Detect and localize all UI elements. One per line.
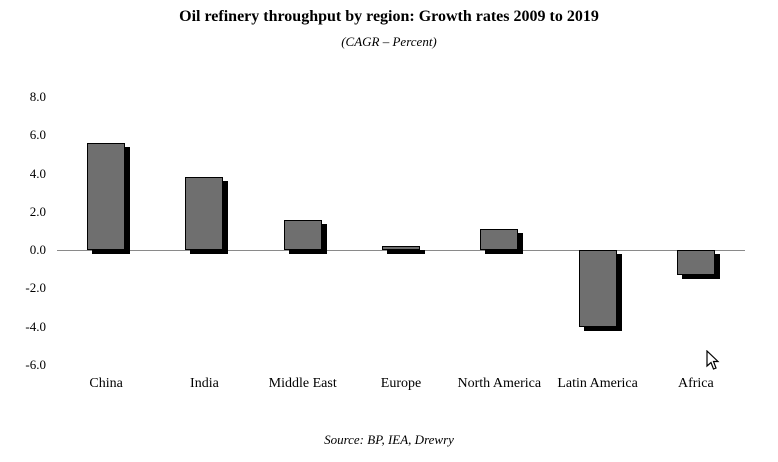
y-tick-label: 0.0 [29, 242, 46, 258]
bar-middle-east[interactable] [283, 219, 322, 251]
chart-title: Oil refinery throughput by region: Growt… [179, 8, 599, 25]
bar-north-america[interactable] [480, 229, 519, 251]
x-category-label-europe: Europe [380, 376, 422, 391]
bar-latin-america[interactable] [578, 250, 617, 327]
bar-india[interactable] [185, 177, 224, 251]
x-axis: China India Middle East Europe North America… [57, 375, 745, 419]
x-category-label-north-america: North America [457, 376, 542, 391]
x-category-label-india: India [190, 376, 219, 391]
y-axis: 8.0 6.0 4.0 2.0 0.0 -2.0 -4.0 -6.0 [0, 89, 46, 372]
chart-source: Source: BP, IEA, Drewry [324, 432, 454, 447]
y-tick-label: 8.0 [29, 89, 46, 104]
bar-africa[interactable] [676, 250, 715, 276]
y-tick-label: -6.0 [25, 357, 46, 372]
plot-area [57, 97, 745, 365]
y-tick-label: 2.0 [29, 203, 46, 219]
x-category-label-africa: Africa [677, 376, 714, 391]
y-tick-label: 6.0 [29, 127, 46, 143]
mouse-cursor-icon [706, 350, 720, 370]
bar-shadow-europe [387, 250, 425, 255]
x-category-label-china: China [89, 376, 123, 391]
x-category-label-middle-east: Middle East [268, 376, 337, 391]
bar-china[interactable] [87, 142, 126, 251]
y-tick-label: -2.0 [25, 280, 46, 296]
bar-europe[interactable] [382, 246, 420, 251]
y-tick-label: -4.0 [25, 318, 46, 334]
chart-subtitle: (CAGR – Percent) [341, 34, 437, 49]
x-category-label-latin-america: Latin America [557, 376, 638, 391]
y-tick-label: 4.0 [29, 165, 46, 181]
